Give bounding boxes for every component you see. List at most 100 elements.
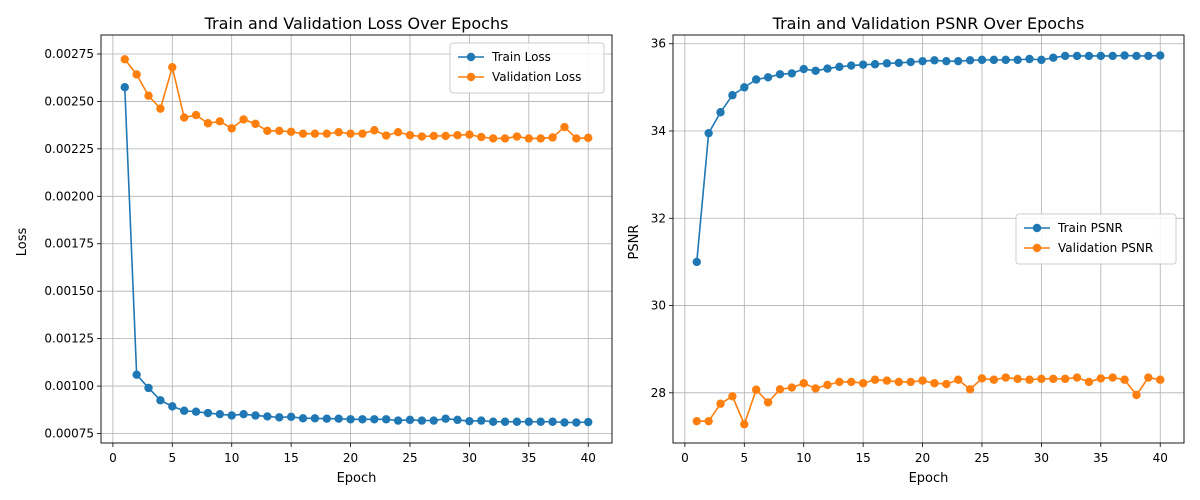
data-point bbox=[393, 127, 403, 137]
data-point bbox=[977, 374, 987, 383]
psnr-chart: Train and Validation PSNR Over Epochs Ep… bbox=[627, 14, 1185, 486]
x-tick-label: 25 bbox=[974, 451, 989, 465]
data-point bbox=[1013, 55, 1022, 65]
data-point bbox=[275, 126, 284, 136]
data-point bbox=[560, 418, 569, 427]
data-point bbox=[954, 56, 963, 66]
series-line bbox=[696, 376, 1161, 427]
x-tick-label: 15 bbox=[283, 451, 298, 465]
data-point bbox=[1108, 51, 1117, 61]
legend-marker bbox=[1032, 223, 1042, 233]
y-tick-label: 30 bbox=[651, 299, 666, 313]
data-point bbox=[286, 127, 296, 136]
data-point bbox=[500, 417, 510, 426]
data-point bbox=[382, 131, 391, 140]
data-point bbox=[811, 66, 820, 75]
loss-chart-xlabel: Epoch bbox=[337, 471, 377, 486]
data-point bbox=[370, 126, 379, 135]
data-point bbox=[286, 412, 296, 422]
data-point bbox=[1060, 374, 1070, 384]
data-point bbox=[203, 119, 213, 128]
data-point bbox=[965, 385, 975, 394]
data-point bbox=[322, 414, 331, 423]
y-tick-label: 0.00100 bbox=[44, 379, 94, 393]
x-tick-label: 10 bbox=[224, 451, 239, 465]
data-point bbox=[1037, 55, 1046, 65]
data-point bbox=[763, 398, 773, 407]
series-0 bbox=[692, 51, 1165, 267]
legend-box bbox=[1015, 213, 1177, 265]
data-point bbox=[942, 56, 951, 66]
data-point bbox=[179, 406, 189, 415]
data-point bbox=[1120, 375, 1129, 384]
legend-label: Validation PSNR bbox=[1058, 241, 1153, 255]
data-point bbox=[847, 377, 856, 387]
x-tick-label: 25 bbox=[402, 451, 417, 465]
data-point bbox=[453, 131, 462, 140]
y-tick-label: 0.00225 bbox=[44, 142, 94, 156]
x-tick-label: 40 bbox=[1153, 451, 1168, 465]
data-point bbox=[728, 392, 737, 401]
data-point bbox=[716, 399, 725, 408]
data-point bbox=[728, 91, 737, 100]
data-point bbox=[382, 415, 391, 424]
data-point bbox=[358, 129, 367, 138]
data-point bbox=[239, 409, 248, 419]
data-point bbox=[835, 62, 844, 72]
x-tick-label: 35 bbox=[1093, 451, 1108, 465]
data-point bbox=[751, 75, 761, 84]
y-tick-label: 0.00250 bbox=[44, 94, 94, 108]
y-tick-label: 32 bbox=[651, 211, 666, 225]
legend-marker bbox=[466, 52, 476, 62]
data-point bbox=[441, 131, 450, 141]
data-point bbox=[120, 55, 129, 64]
data-point bbox=[704, 128, 713, 138]
data-point bbox=[918, 56, 927, 66]
data-point bbox=[1060, 51, 1070, 61]
x-tick-label: 0 bbox=[681, 451, 689, 465]
data-point bbox=[572, 134, 581, 143]
psnr-chart-title: Train and Validation PSNR Over Epochs bbox=[772, 14, 1085, 33]
data-point bbox=[429, 416, 438, 425]
legend: Train Loss Validation Loss bbox=[449, 42, 605, 94]
data-point bbox=[1049, 53, 1058, 62]
data-point bbox=[787, 383, 797, 392]
loss-chart-title: Train and Validation Loss Over Epochs bbox=[204, 14, 509, 33]
data-point bbox=[1084, 51, 1094, 61]
data-point bbox=[740, 420, 749, 429]
data-point bbox=[488, 417, 498, 426]
data-point bbox=[548, 417, 557, 426]
legend-label: Train Loss bbox=[491, 50, 551, 64]
series-line bbox=[123, 87, 589, 424]
y-tick-label: 36 bbox=[651, 37, 666, 51]
y-tick-label: 0.00075 bbox=[44, 427, 94, 441]
data-point bbox=[823, 64, 832, 73]
data-point bbox=[1120, 51, 1129, 60]
data-point bbox=[477, 416, 486, 425]
legend-box bbox=[449, 42, 605, 94]
y-tick-label: 0.00175 bbox=[44, 237, 94, 251]
data-point bbox=[512, 417, 522, 426]
data-point bbox=[322, 129, 331, 138]
data-point bbox=[393, 416, 403, 425]
data-point bbox=[1001, 55, 1010, 65]
data-point bbox=[477, 132, 486, 142]
data-point bbox=[1144, 373, 1153, 382]
data-point bbox=[1037, 374, 1046, 384]
data-point bbox=[251, 119, 260, 129]
data-point bbox=[1144, 51, 1153, 61]
data-point bbox=[870, 60, 880, 69]
x-tick-label: 40 bbox=[581, 451, 596, 465]
data-point bbox=[835, 377, 844, 387]
data-point bbox=[524, 134, 534, 143]
data-point bbox=[930, 56, 939, 65]
data-point bbox=[1156, 51, 1165, 60]
data-point bbox=[1025, 54, 1034, 64]
data-point bbox=[429, 131, 438, 141]
loss-chart: Train and Validation Loss Over Epochs Ep… bbox=[15, 14, 613, 486]
y-tick-label: 28 bbox=[651, 386, 666, 400]
data-point bbox=[405, 131, 415, 140]
data-point bbox=[1108, 373, 1117, 382]
legend-label: Validation Loss bbox=[492, 70, 581, 84]
legend: Train PSNR Validation PSNR bbox=[1015, 213, 1177, 265]
